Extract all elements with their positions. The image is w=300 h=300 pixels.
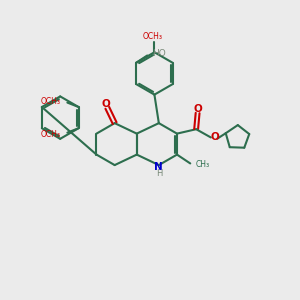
Text: HO: HO (152, 49, 166, 58)
Text: OCH₃: OCH₃ (41, 97, 61, 106)
Text: OCH₃: OCH₃ (41, 130, 61, 139)
Text: O: O (210, 132, 219, 142)
Text: O: O (101, 99, 110, 109)
Text: OCH₃: OCH₃ (143, 32, 163, 41)
Text: O: O (193, 103, 202, 114)
Text: H: H (156, 169, 162, 178)
Text: CH₃: CH₃ (196, 160, 210, 169)
Text: N: N (154, 162, 163, 172)
